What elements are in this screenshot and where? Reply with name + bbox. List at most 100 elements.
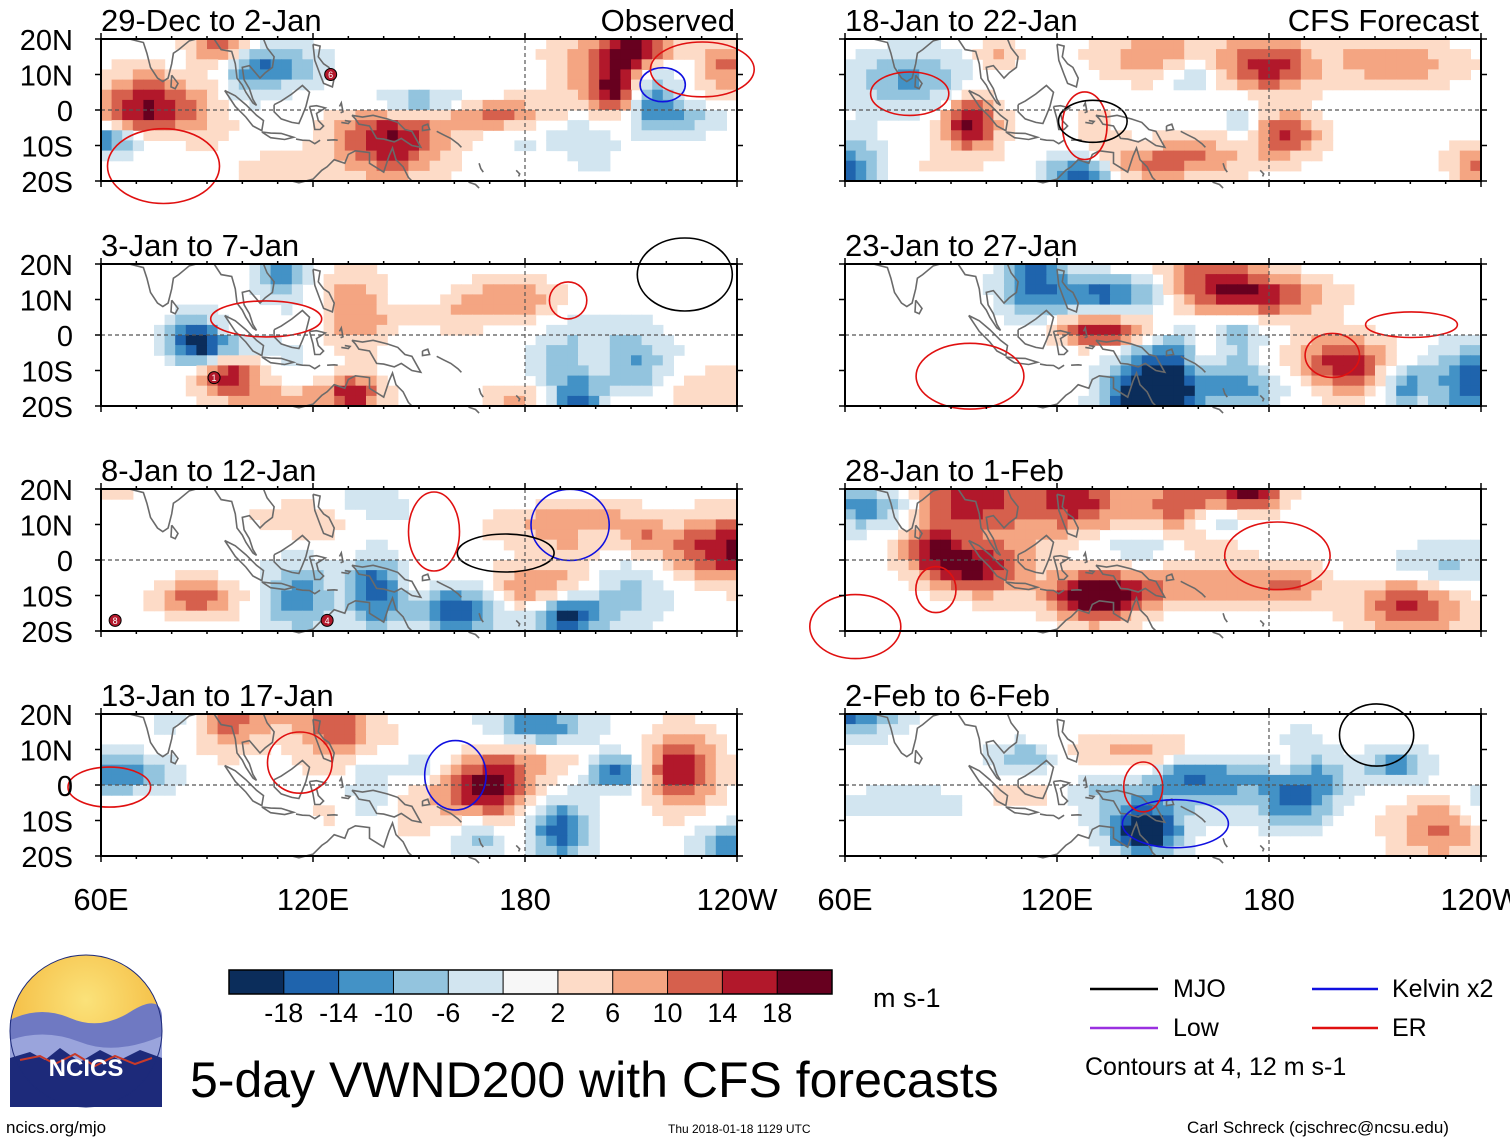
field-cell (1311, 580, 1323, 591)
field-cell (866, 489, 878, 500)
field-cell (855, 120, 867, 131)
field-cell (366, 570, 378, 581)
field-cell (982, 754, 994, 766)
field-cell (556, 345, 568, 356)
field-cell (281, 150, 293, 162)
field-cell (556, 355, 568, 366)
field-cell (1226, 170, 1238, 182)
field-cell (1375, 69, 1387, 81)
field-cell (1131, 549, 1143, 561)
field-cell (1300, 335, 1312, 346)
field-cell (1120, 294, 1132, 306)
field-cell (1332, 345, 1344, 356)
field-cell (620, 539, 632, 551)
field-cell (196, 355, 208, 366)
field-cell (1226, 785, 1238, 796)
field-cell (1120, 499, 1132, 510)
storm-label: 4 (325, 616, 330, 626)
field-cell (281, 590, 293, 602)
field-cell (1088, 754, 1100, 766)
field-cell (1046, 335, 1058, 346)
field-cell (1088, 734, 1100, 745)
field-cell (1120, 785, 1132, 796)
field-cell (1247, 284, 1259, 295)
field-cell (344, 499, 356, 510)
field-cell (397, 600, 409, 612)
field-cell (196, 79, 208, 91)
field-cell (1269, 590, 1281, 602)
field-cell (270, 580, 282, 591)
field-cell (1057, 580, 1069, 591)
field-cell (260, 395, 272, 407)
field-cell (450, 600, 462, 612)
field-cell (929, 99, 941, 111)
field-cell (1205, 294, 1217, 306)
field-cell (1110, 375, 1122, 387)
field-cell (1184, 560, 1196, 571)
field-cell (1184, 294, 1196, 306)
field-cell (556, 375, 568, 387)
field-cell (1173, 39, 1185, 50)
field-cell (1035, 284, 1047, 295)
field-cell (419, 610, 431, 622)
coastline (224, 764, 265, 807)
field-cell (1385, 580, 1397, 591)
field-cell (567, 805, 579, 816)
field-cell (609, 99, 621, 111)
field-cell (1279, 499, 1291, 510)
field-cell (1025, 274, 1037, 285)
field-cell (207, 110, 219, 121)
field-cell (673, 570, 685, 581)
field-cell (281, 39, 293, 50)
field-cell (238, 355, 250, 366)
field-cell (1332, 365, 1344, 377)
field-cell (302, 509, 314, 520)
field-cell (1173, 529, 1185, 541)
field-cell (1258, 489, 1270, 500)
field-cell (866, 110, 878, 121)
field-cell (1205, 274, 1217, 285)
field-cell (1205, 549, 1217, 561)
field-cell (1375, 580, 1387, 591)
field-cell (694, 835, 706, 847)
field-cell (1110, 499, 1122, 510)
field-cell (281, 49, 293, 60)
field-cell (1131, 744, 1143, 756)
field-cell (1343, 785, 1355, 796)
coastlines (129, 488, 521, 639)
field-cell (1131, 580, 1143, 591)
field-cell (228, 395, 240, 407)
field-cell (993, 509, 1005, 520)
field-cell (546, 355, 558, 366)
field-cell (482, 304, 494, 316)
field-cell (1226, 120, 1238, 131)
field-cell (408, 170, 420, 182)
field-cell (982, 284, 994, 295)
field-cell (1470, 785, 1482, 796)
field-cell (908, 39, 920, 50)
field-cell (556, 724, 568, 735)
field-cell (546, 620, 558, 632)
field-cell (1258, 284, 1270, 295)
field-cell (898, 49, 910, 60)
field-cell (609, 110, 621, 121)
field-cell (546, 49, 558, 60)
field-cell (929, 69, 941, 81)
field-cell (1470, 570, 1482, 581)
field-cell (1226, 39, 1238, 50)
field-cell (1449, 335, 1461, 346)
field-cell (972, 110, 984, 121)
field-cell (1417, 825, 1429, 837)
field-cell (1237, 590, 1249, 602)
field-cell (164, 580, 176, 591)
panel-title: 3-Jan to 7-Jan (101, 228, 299, 263)
field-cell (556, 580, 568, 591)
field-cell (387, 560, 399, 571)
field-cell (866, 724, 878, 735)
field-cell (1385, 600, 1397, 612)
field-cell (961, 130, 973, 141)
field-cell (387, 314, 399, 326)
field-cell (1184, 140, 1196, 152)
field-cell (1269, 49, 1281, 60)
field-cell (1406, 610, 1418, 622)
